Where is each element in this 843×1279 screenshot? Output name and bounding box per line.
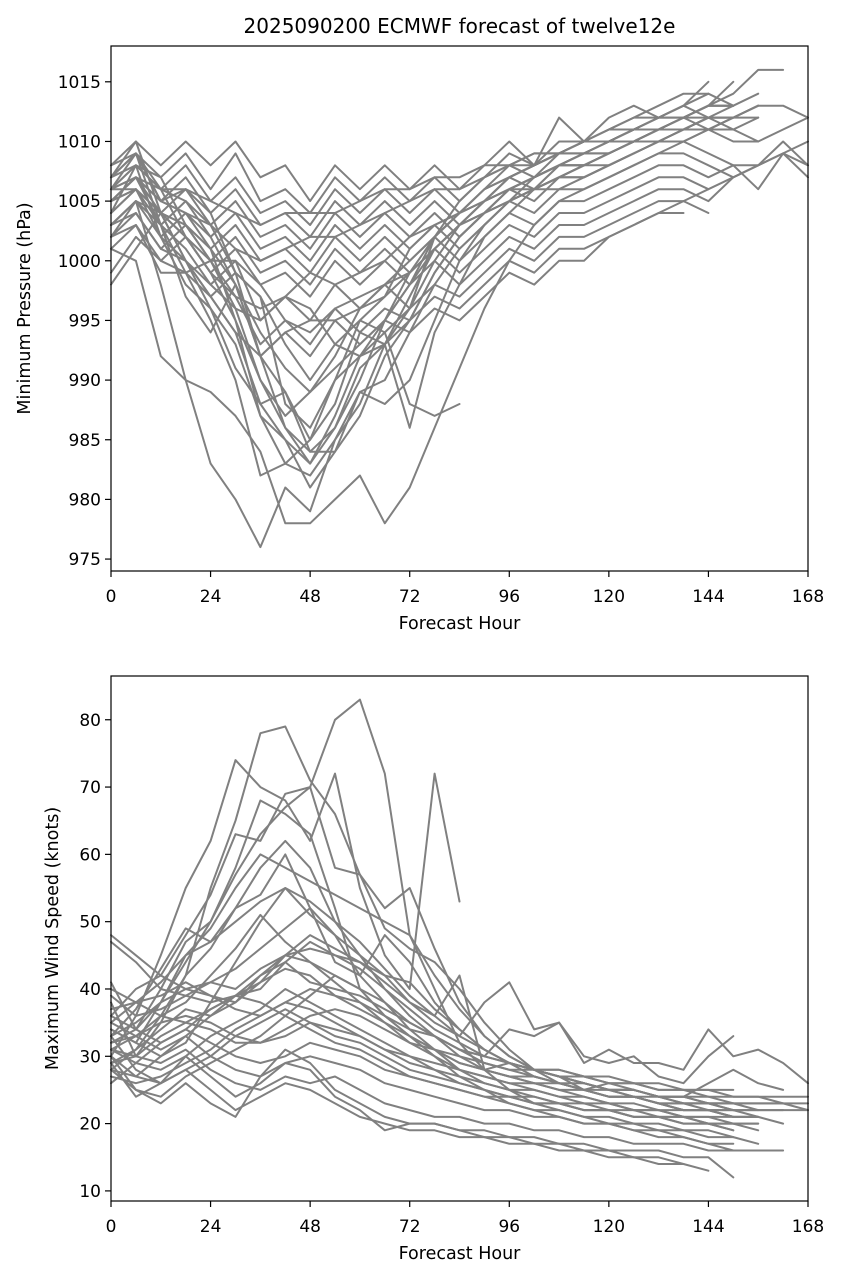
wind-x-tick-label: 72 (399, 1217, 421, 1237)
pressure-series-line-20 (110, 152, 809, 274)
pressure-y-axis: 975 980 985 990 995 1000 1005 1010 1015 (58, 73, 111, 570)
wind-y-tick-label: 50 (79, 913, 101, 933)
wind-series-group (110, 698, 809, 1179)
pressure-y-axis-label: Minimum Pressure (hPa) (15, 202, 35, 414)
wind-series-line-21 (110, 1048, 735, 1152)
pressure-x-tick-label: 24 (200, 587, 222, 607)
wind-series-line-28 (110, 907, 735, 1085)
wind-series-line-31 (110, 887, 809, 1112)
wind-y-tick-label: 20 (79, 1115, 101, 1135)
wind-y-tick-label: 10 (79, 1182, 101, 1202)
pressure-y-tick-label: 985 (69, 431, 101, 451)
wind-x-tick-label: 144 (692, 1217, 724, 1237)
pressure-y-tick-label: 975 (69, 550, 101, 570)
pressure-x-axis: 0 24 48 72 96 120 144 168 (106, 571, 824, 607)
pressure-x-tick-label: 48 (299, 587, 321, 607)
wind-series-line-23 (110, 1014, 760, 1132)
pressure-x-tick-label: 144 (692, 587, 724, 607)
pressure-y-tick-label: 1005 (58, 192, 101, 212)
wind-series-line-32 (110, 954, 735, 1112)
pressure-series-line-31 (110, 128, 635, 262)
wind-y-tick-label: 60 (79, 845, 101, 865)
pressure-y-tick-label: 990 (69, 371, 101, 391)
pressure-series-group (110, 68, 809, 549)
wind-series-line-25 (110, 1008, 735, 1105)
wind-y-tick-label: 30 (79, 1047, 101, 1067)
pressure-series-line-22 (110, 140, 809, 298)
pressure-series-line-12 (110, 152, 461, 417)
pressure-x-tick-label: 168 (792, 587, 824, 607)
pressure-series-line-13 (110, 116, 760, 453)
wind-series-line-3 (110, 759, 461, 1058)
pressure-y-tick-label: 1000 (58, 252, 101, 272)
chart-title: 2025090200 ECMWF forecast of twelve12e (244, 14, 676, 38)
wind-panel: 0 24 48 72 96 120 144 168 10 20 30 40 50 60 70 80 Fore… (43, 675, 824, 1264)
pressure-y-tick-label: 1010 (58, 132, 101, 152)
pressure-panel: 2025090200 ECMWF forecast of twelve12e 0… (15, 14, 824, 634)
wind-x-axis: 0 24 48 72 96 120 144 168 (106, 1201, 824, 1237)
pressure-x-axis-label: Forecast Hour (399, 614, 522, 634)
wind-y-axis: 10 20 30 40 50 60 70 80 (79, 711, 111, 1202)
pressure-series-line-15 (110, 92, 735, 214)
pressure-x-tick-label: 96 (498, 587, 520, 607)
pressure-series-line-10 (110, 104, 760, 453)
pressure-series-line-19 (110, 152, 809, 262)
wind-y-tick-label: 70 (79, 778, 101, 798)
wind-series-line-15 (110, 1001, 760, 1125)
wind-y-tick-label: 40 (79, 980, 101, 1000)
pressure-series-line-24 (110, 140, 685, 346)
pressure-series-line-32 (110, 116, 660, 226)
pressure-x-tick-label: 72 (399, 587, 421, 607)
wind-series-line-17 (110, 1014, 735, 1139)
wind-series-line-27 (110, 940, 809, 1085)
wind-series-line-26 (110, 981, 735, 1091)
wind-x-tick-label: 48 (299, 1217, 321, 1237)
wind-series-line-22 (110, 1028, 760, 1145)
pressure-x-tick-label: 120 (593, 587, 625, 607)
wind-y-axis-label: Maximum Wind Speed (knots) (43, 807, 63, 1070)
wind-x-tick-label: 120 (593, 1217, 625, 1237)
pressure-series-line-29 (110, 116, 710, 310)
wind-series-line-20 (110, 1055, 735, 1179)
pressure-plot-frame (110, 45, 809, 572)
wind-x-tick-label: 96 (498, 1217, 520, 1237)
pressure-series-line-30 (110, 128, 710, 358)
wind-x-tick-label: 168 (792, 1217, 824, 1237)
wind-x-tick-label: 24 (200, 1217, 222, 1237)
pressure-y-tick-label: 995 (69, 311, 101, 331)
pressure-y-tick-label: 980 (69, 490, 101, 510)
pressure-x-tick-label: 0 (106, 587, 117, 607)
wind-plot-frame (110, 675, 809, 1202)
pressure-y-tick-label: 1015 (58, 73, 101, 93)
wind-x-axis-label: Forecast Hour (399, 1244, 522, 1264)
wind-x-tick-label: 0 (106, 1217, 117, 1237)
wind-y-tick-label: 80 (79, 711, 101, 731)
wind-series-line-30 (110, 913, 735, 1118)
